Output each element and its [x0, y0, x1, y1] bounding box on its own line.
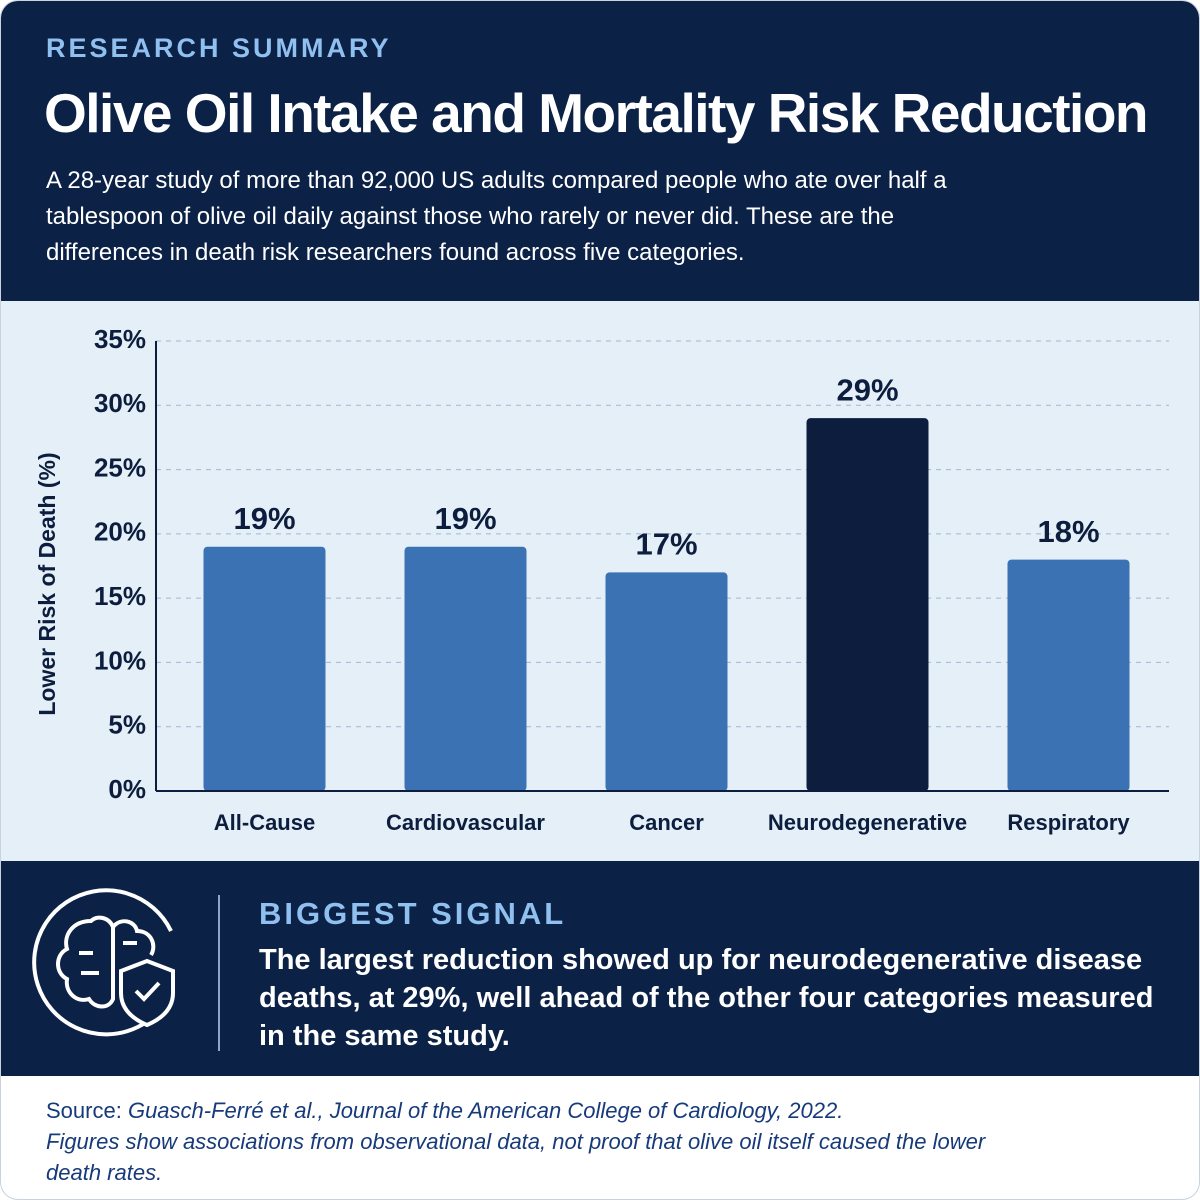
x-tick-label: Cancer: [629, 810, 704, 835]
y-tick-label: 0%: [108, 774, 146, 804]
y-tick-label: 35%: [94, 324, 146, 354]
x-tick-label: Cardiovascular: [386, 810, 545, 835]
bar: [806, 418, 929, 791]
callout: [1, 861, 1199, 1076]
y-tick-label: 5%: [108, 710, 146, 740]
bar: [203, 546, 326, 791]
bar: [404, 546, 527, 791]
x-tick-label: All-Cause: [214, 810, 315, 835]
note: Figures show associations from observati…: [46, 1129, 986, 1185]
callout-text: The largest reduction showed up for neur…: [259, 944, 1154, 1052]
bar: [1007, 559, 1130, 791]
x-tick-label: Respiratory: [1007, 810, 1130, 835]
y-tick-label: 30%: [94, 388, 146, 418]
y-tick-label: 15%: [94, 581, 146, 611]
description: A 28-year study of more than 92,000 US a…: [46, 167, 947, 266]
callout-title: BIGGEST SIGNAL: [259, 896, 567, 931]
value-label: 29%: [836, 372, 898, 407]
y-tick-label: 20%: [94, 517, 146, 547]
source: Guasch-Ferré et al., Journal of the Amer…: [127, 1098, 844, 1123]
footer: Source: Guasch-Ferré et al., Journal of …: [46, 1095, 1046, 1188]
bar: [605, 572, 728, 791]
header: [1, 1, 1199, 301]
value-label: 18%: [1037, 514, 1099, 549]
source-label: Source:: [46, 1098, 122, 1123]
value-label: 19%: [434, 501, 496, 536]
value-label: 17%: [635, 527, 697, 562]
kicker: RESEARCH SUMMARY: [46, 33, 392, 63]
value-label: 19%: [233, 501, 295, 536]
x-tick-label: Neurodegenerative: [768, 810, 967, 835]
y-tick-label: 25%: [94, 452, 146, 482]
title: Olive Oil Intake and Mortality Risk Redu…: [44, 82, 1149, 144]
y-axis-label: Lower Risk of Death (%): [34, 452, 60, 715]
y-tick-label: 10%: [94, 645, 146, 675]
brain-shield-icon: [32, 888, 220, 1051]
chart-background: [1, 301, 1199, 861]
